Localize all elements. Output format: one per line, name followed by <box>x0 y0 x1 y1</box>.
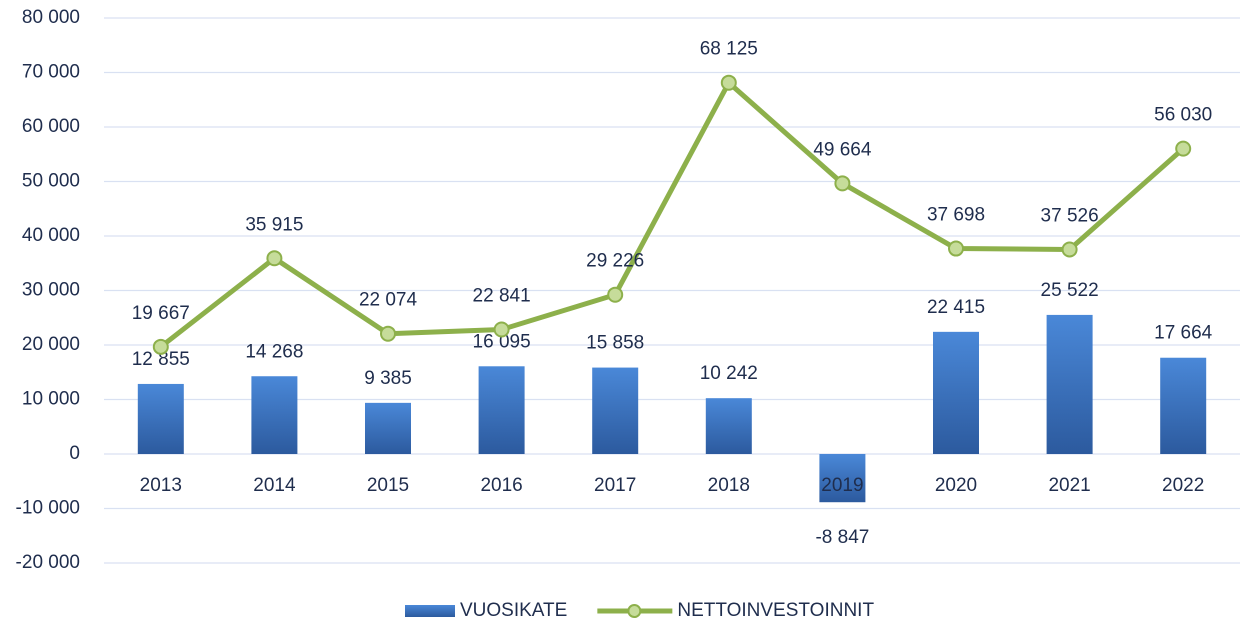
point <box>1175 140 1192 157</box>
y-tick-label: 30 000 <box>22 280 80 301</box>
x-tick-label: 2020 <box>935 475 977 496</box>
data-label: 22 841 <box>473 286 531 307</box>
data-label: 10 242 <box>700 363 758 384</box>
y-tick-label: 60 000 <box>22 116 80 137</box>
x-tick-label: 2017 <box>594 475 636 496</box>
legend-marker <box>627 604 642 618</box>
y-tick-label: -20 000 <box>16 552 80 573</box>
data-label: 56 030 <box>1154 105 1212 126</box>
bar <box>1160 357 1207 454</box>
data-label: 25 522 <box>1041 280 1099 301</box>
data-label: 14 268 <box>245 341 303 362</box>
x-tick-label: 2018 <box>708 475 750 496</box>
bar <box>819 454 866 503</box>
x-tick-label: 2013 <box>140 475 182 496</box>
y-tick-label: 0 <box>69 443 80 464</box>
point <box>1061 241 1078 258</box>
data-label: 37 526 <box>1041 205 1099 226</box>
data-label: 15 858 <box>586 333 644 354</box>
data-label: 17 664 <box>1154 323 1213 344</box>
bar <box>478 366 525 454</box>
data-label: 49 664 <box>813 139 872 160</box>
point <box>493 321 510 338</box>
data-label: 29 226 <box>586 251 644 272</box>
y-tick-label: -10 000 <box>16 498 80 519</box>
bar <box>137 383 184 454</box>
point <box>720 74 737 91</box>
bar <box>933 331 979 454</box>
y-tick-label: 50 000 <box>22 171 80 192</box>
bar <box>592 367 639 454</box>
data-label: 16 095 <box>473 331 531 352</box>
bar <box>365 402 411 454</box>
x-tick-label: 2021 <box>1048 475 1090 496</box>
point <box>152 338 169 355</box>
bar <box>1046 314 1093 454</box>
data-label: 19 667 <box>132 303 190 324</box>
data-label: 68 125 <box>700 39 758 60</box>
point <box>948 240 964 257</box>
data-label: 9 385 <box>364 368 412 389</box>
x-tick-label: 2014 <box>253 475 296 496</box>
x-tick-label: 2016 <box>480 475 522 496</box>
y-tick-label: 20 000 <box>22 334 80 355</box>
bar <box>705 398 752 454</box>
point <box>380 325 396 342</box>
data-label: 22 415 <box>927 297 985 318</box>
data-label: 37 698 <box>927 205 985 226</box>
x-tick-label: 2022 <box>1162 475 1204 496</box>
y-tick-label: 80 000 <box>22 7 80 28</box>
x-tick-label: 2015 <box>367 475 409 496</box>
line <box>159 80 1185 349</box>
y-tick-label: 10 000 <box>22 389 80 410</box>
y-tick-label: 70 000 <box>22 62 80 83</box>
legend-label: NETTOINVESTOINNIT <box>677 600 874 621</box>
data-label: -8 847 <box>815 527 869 548</box>
point <box>266 250 283 267</box>
data-label: 12 855 <box>132 349 190 370</box>
point <box>834 175 851 192</box>
data-label: 35 915 <box>245 214 303 235</box>
legend-swatch <box>405 605 455 617</box>
legend-label: VUOSIKATE <box>460 600 567 621</box>
data-label: 22 074 <box>359 290 418 311</box>
bar <box>251 376 298 454</box>
point <box>607 286 624 303</box>
y-tick-label: 40 000 <box>22 225 80 246</box>
x-tick-label: 2019 <box>821 475 863 496</box>
